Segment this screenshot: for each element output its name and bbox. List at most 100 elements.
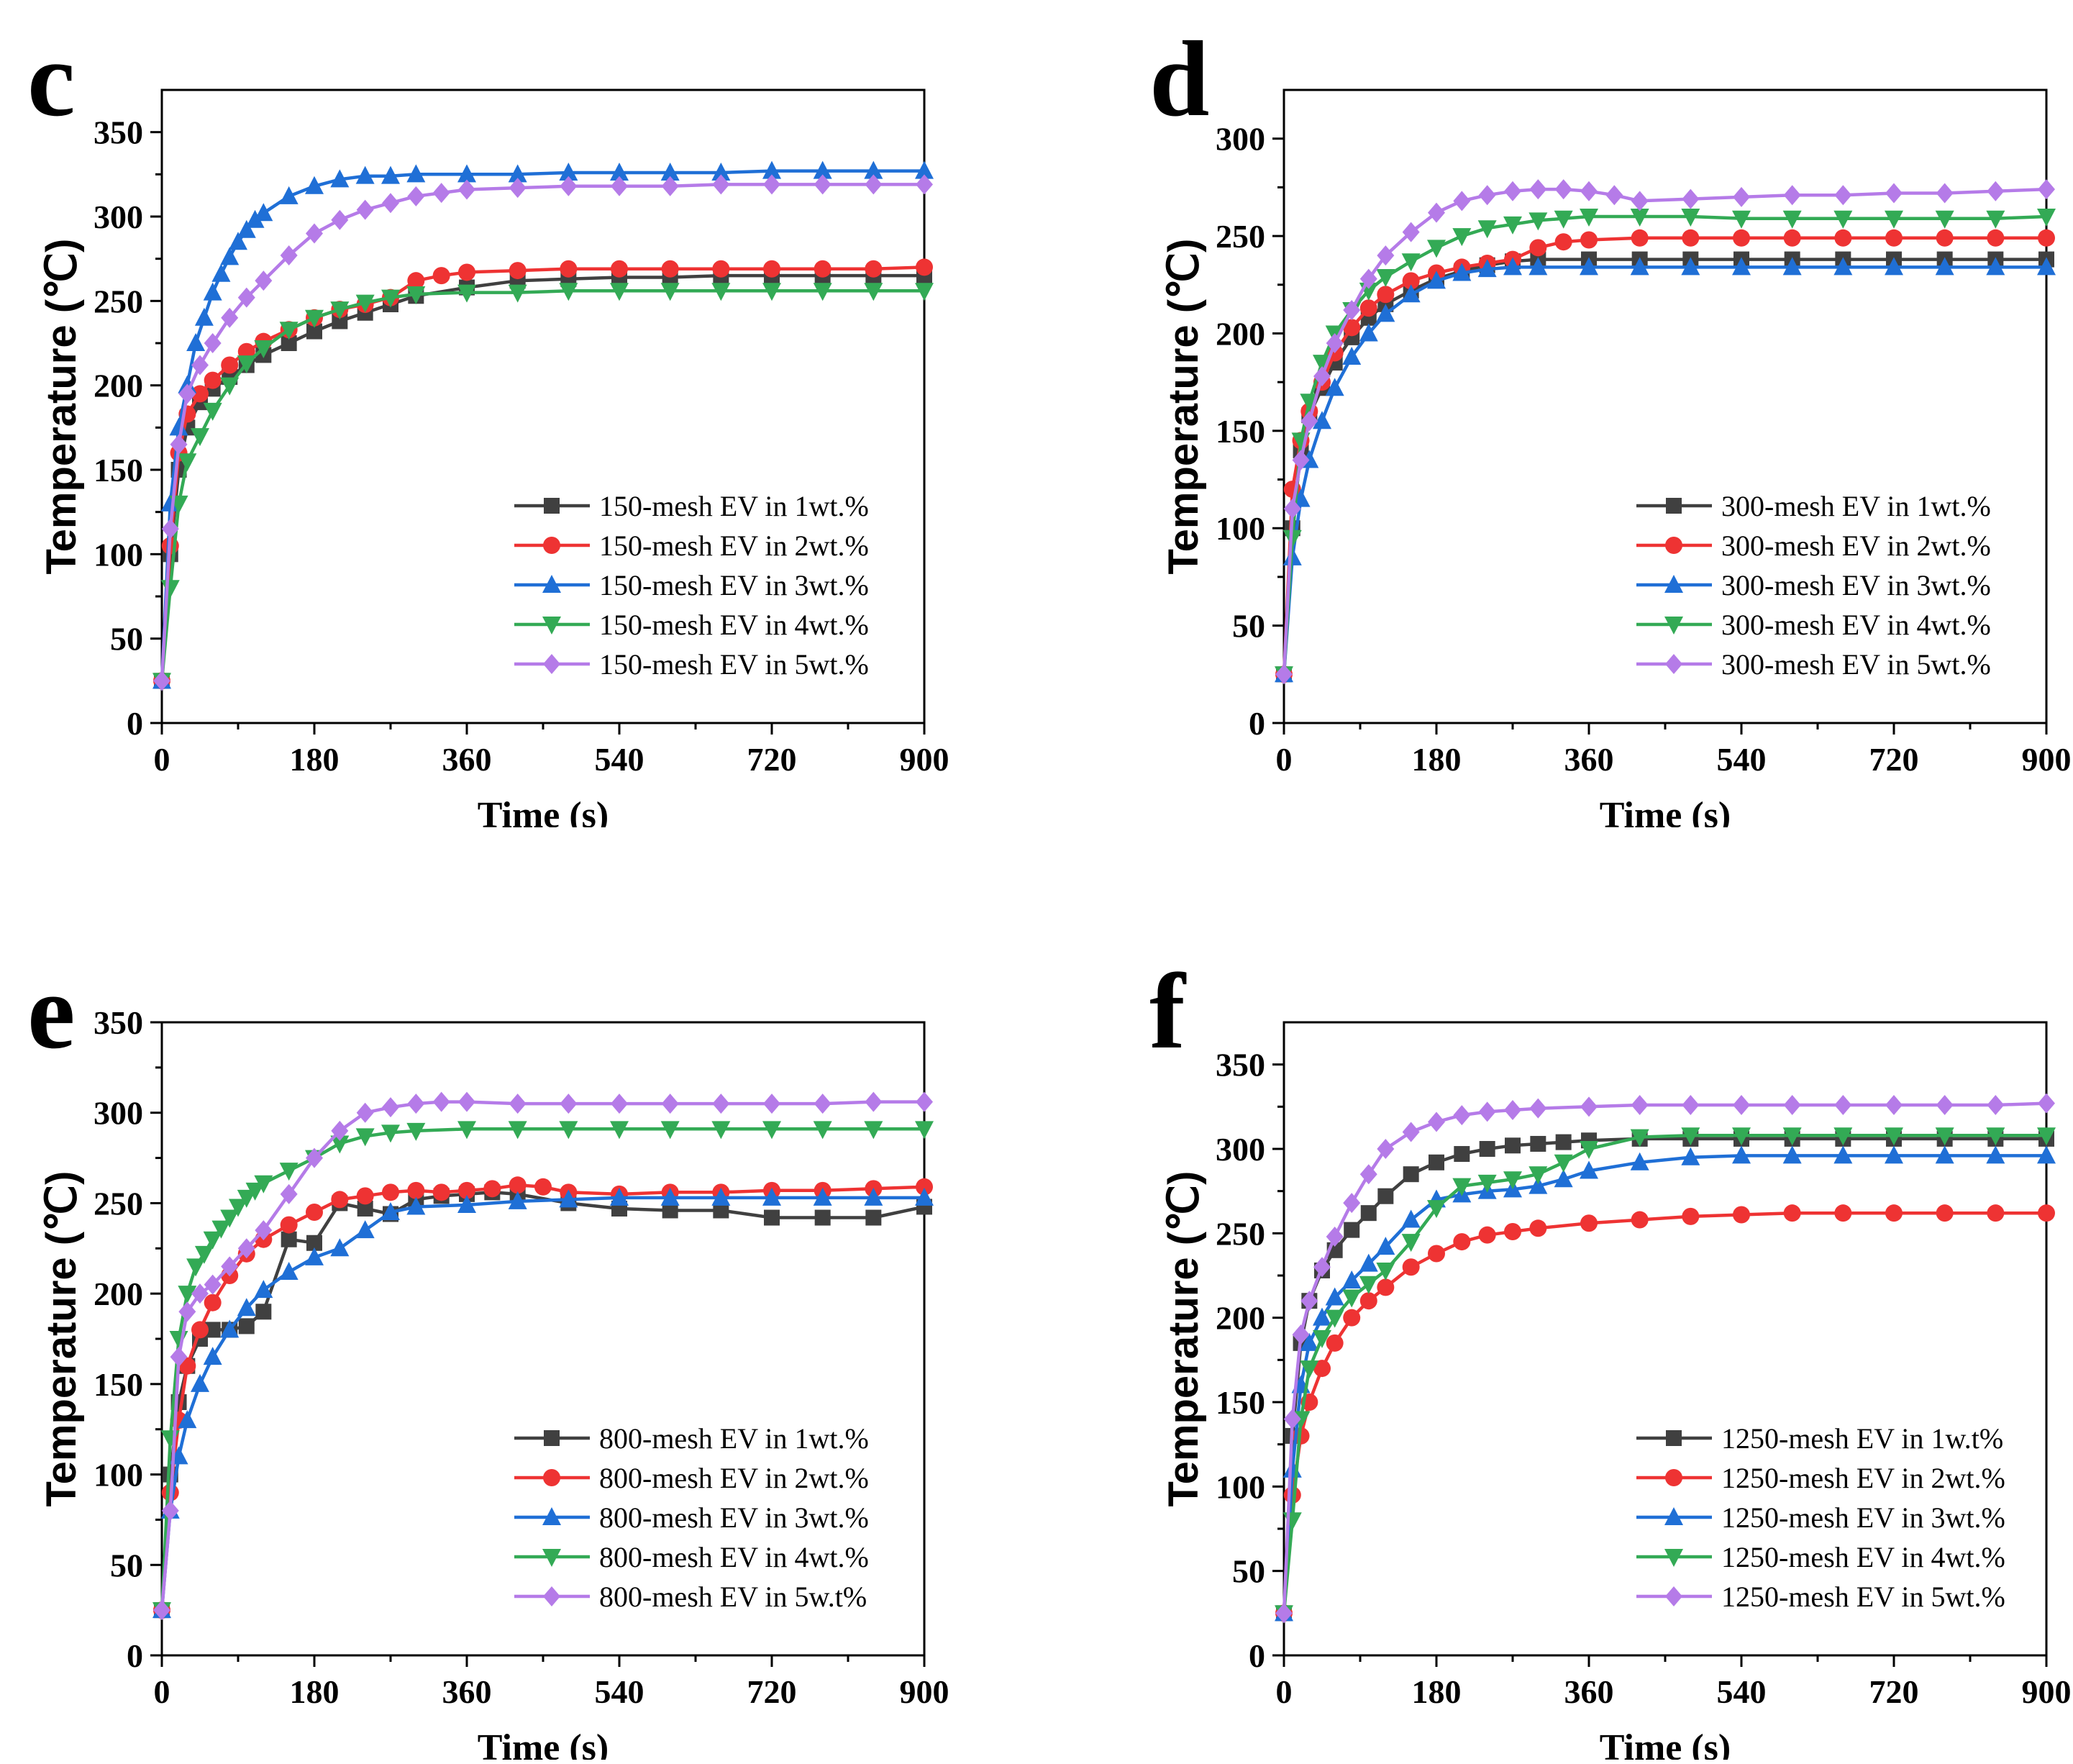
data-point: [1987, 229, 2005, 247]
chart-svg: f 0 50 100 150 200 250 300 350 0 180 360 540 720 900 Ti…: [1149, 952, 2072, 1760]
data-point: [237, 1238, 255, 1259]
data-point: [1733, 1094, 1750, 1115]
data-point: [509, 262, 527, 280]
data-point: [559, 162, 578, 181]
y-tick-label: 150: [1216, 413, 1265, 450]
y-tick-label: 300: [94, 1095, 143, 1132]
legend-marker: [1665, 1586, 1682, 1606]
data-point: [1359, 323, 1378, 342]
data-point: [406, 1196, 426, 1215]
data-point: [330, 1135, 350, 1154]
data-point: [1376, 1262, 1395, 1281]
data-point: [1359, 299, 1377, 317]
data-point: [1428, 202, 1445, 223]
data-point: [356, 1187, 374, 1205]
legend-marker: [1665, 1469, 1682, 1486]
data-point: [1292, 450, 1310, 470]
data-point: [355, 1220, 375, 1239]
data-point: [1528, 257, 1548, 276]
data-point: [1325, 378, 1344, 396]
data-point: [1631, 229, 1649, 247]
data-point: [1377, 245, 1395, 266]
data-point: [1477, 259, 1497, 278]
y-tick-label: 0: [127, 1637, 143, 1674]
data-point: [864, 283, 883, 301]
data-point: [1783, 229, 1801, 247]
data-point: [1401, 1209, 1421, 1228]
x-tick-label: 180: [290, 1673, 340, 1710]
data-point: [1313, 355, 1331, 373]
series-2: [1275, 1204, 2055, 1622]
data-point: [1783, 1204, 1801, 1222]
legend-entry: 150-mesh EV in 4wt.%: [514, 609, 869, 641]
data-point: [2038, 1204, 2055, 1222]
data-point: [191, 355, 209, 376]
y-tick-label: 150: [94, 1366, 143, 1403]
legend-label: 150-mesh EV in 5wt.%: [599, 648, 869, 681]
data-point: [1936, 1094, 1954, 1115]
legend-label: 1250-mesh EV in 4wt.%: [1721, 1541, 2005, 1573]
data-point: [1733, 229, 1750, 247]
y-tick-label: 250: [94, 283, 143, 319]
data-point: [1732, 1127, 1751, 1146]
data-point: [1429, 1154, 1444, 1170]
x-tick-label: 540: [1717, 741, 1767, 778]
data-point: [509, 1176, 527, 1194]
data-point: [1326, 1227, 1344, 1247]
data-point: [204, 333, 222, 353]
data-point: [1326, 1334, 1344, 1352]
data-point: [279, 1261, 299, 1280]
data-point: [661, 260, 679, 278]
data-point: [1402, 1258, 1420, 1276]
panel-letter: f: [1149, 952, 1187, 1071]
data-point: [1313, 1329, 1331, 1348]
legend-entry: 800-mesh EV in 3wt.%: [514, 1501, 869, 1534]
data-point: [1300, 411, 1318, 432]
data-point: [610, 1187, 629, 1206]
data-point: [2037, 1127, 2056, 1146]
data-point: [611, 260, 628, 278]
data-point: [1681, 1127, 1700, 1146]
data-point: [178, 1301, 196, 1322]
data-point: [1733, 186, 1750, 207]
data-point: [1936, 229, 1954, 247]
data-point: [559, 283, 578, 301]
data-point: [280, 1216, 298, 1234]
series-3: [152, 160, 934, 689]
data-point: [255, 270, 273, 291]
y-tick-label: 0: [127, 705, 143, 742]
x-tick-label: 900: [2022, 741, 2072, 778]
data-point: [211, 263, 231, 282]
data-point: [191, 428, 209, 447]
data-point: [457, 1121, 476, 1140]
data-point: [1342, 1270, 1362, 1289]
data-point: [191, 1283, 209, 1304]
data-point: [2037, 257, 2056, 276]
legend-label: 800-mesh EV in 4wt.%: [599, 1541, 869, 1573]
data-point: [762, 1187, 781, 1206]
data-point: [1580, 209, 1598, 227]
data-point: [406, 286, 426, 304]
data-point: [813, 283, 832, 301]
data-point: [381, 289, 400, 308]
data-point: [245, 209, 265, 228]
data-point: [1428, 1245, 1445, 1263]
data-point: [1935, 257, 1954, 276]
x-tick-label: 180: [1412, 1673, 1462, 1710]
data-point: [1986, 257, 2005, 276]
legend-marker: [544, 498, 560, 514]
y-tick-label: 300: [1216, 121, 1265, 158]
data-point: [1377, 1188, 1394, 1204]
data-point: [2038, 1093, 2055, 1114]
data-point: [1554, 1154, 1573, 1173]
legend-label: 150-mesh EV in 2wt.%: [599, 529, 869, 562]
data-point: [1359, 1164, 1377, 1185]
data-point: [306, 1204, 323, 1221]
data-point: [915, 1187, 934, 1206]
data-point: [457, 164, 476, 183]
data-point: [814, 1094, 832, 1114]
data-point: [1478, 1226, 1496, 1244]
data-point: [305, 309, 324, 328]
data-point: [458, 179, 475, 200]
data-point: [1300, 1291, 1318, 1311]
